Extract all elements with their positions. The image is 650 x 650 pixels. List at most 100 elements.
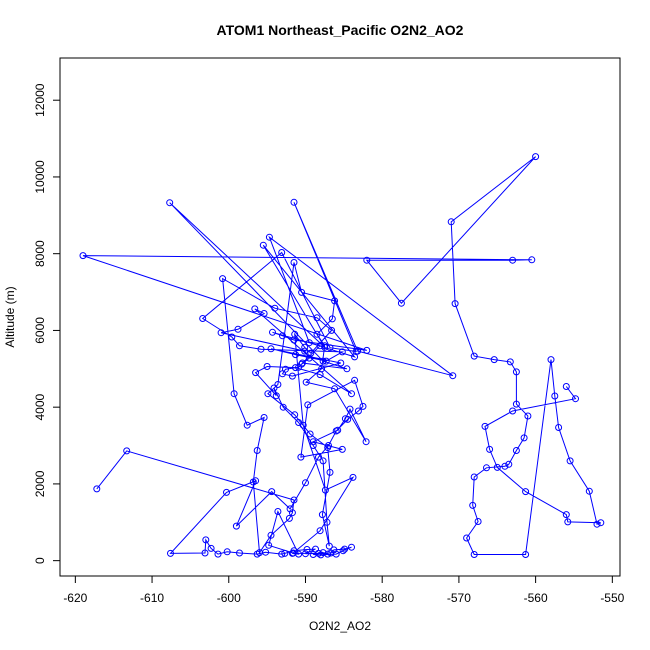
data-point [263, 363, 271, 370]
data-point [301, 343, 309, 351]
data-point [260, 414, 268, 421]
data-point [302, 378, 310, 386]
x-tick-label: -570 [447, 591, 471, 605]
data-point [267, 345, 275, 353]
data-point [315, 453, 322, 461]
data-point [470, 551, 478, 558]
data-point [562, 383, 570, 390]
y-axis: 0 2000 4000 6000 8000 10000 12000 [33, 83, 61, 564]
data-point [572, 395, 579, 403]
data-point [564, 518, 572, 526]
data-point [528, 256, 536, 264]
data-point [295, 419, 303, 426]
data-point [285, 514, 293, 522]
data-point [271, 304, 279, 312]
data-point [166, 199, 174, 207]
data-point [326, 344, 334, 352]
y-axis-label: Altitude (m) [3, 286, 17, 347]
x-tick-label: -550 [600, 591, 624, 605]
data-point [259, 241, 267, 249]
data-point [288, 372, 296, 380]
data-point [292, 364, 299, 372]
data-point [199, 315, 207, 322]
y-tick-label: 0 [33, 557, 47, 564]
data-point [339, 547, 347, 555]
data-point [316, 527, 324, 535]
data-point [260, 310, 268, 317]
data-point [252, 369, 260, 377]
data-point [288, 509, 296, 517]
data-point [512, 447, 520, 454]
data-point [202, 536, 210, 544]
data-point [207, 544, 215, 552]
data-point [321, 486, 329, 494]
data-point [305, 354, 313, 362]
data-point [323, 518, 331, 526]
data-point [490, 356, 498, 364]
data-point [313, 314, 321, 322]
data-point [79, 252, 87, 260]
x-tick-label: -620 [63, 591, 87, 605]
x-tick-label: -560 [524, 591, 548, 605]
data-point [223, 488, 230, 496]
data-point [520, 434, 528, 442]
data-point [566, 457, 574, 465]
data-point [232, 522, 240, 530]
data-point [302, 550, 309, 558]
data-point [319, 457, 327, 465]
data-point [351, 353, 359, 361]
data-point [167, 549, 174, 557]
data-point [306, 430, 314, 438]
data-point [593, 520, 601, 528]
data-point [481, 422, 489, 430]
data-point [324, 550, 332, 558]
data-point [236, 549, 243, 557]
data-point [547, 356, 555, 364]
data-point [281, 549, 289, 557]
data-point [270, 384, 278, 392]
data-point [274, 508, 282, 515]
data-point [469, 501, 477, 509]
data-point [474, 518, 482, 525]
data-point [274, 381, 282, 388]
data-point [316, 371, 324, 379]
data-point [325, 542, 333, 550]
data-point [290, 547, 298, 555]
data-point [269, 328, 276, 336]
data-point [348, 390, 355, 398]
data-point [278, 550, 286, 558]
data-point [234, 325, 242, 333]
y-tick-label: 4000 [33, 394, 47, 421]
y-tick-label: 8000 [33, 240, 47, 267]
data-point [501, 462, 509, 470]
data-point [470, 352, 478, 360]
data-point [522, 488, 530, 496]
data-point [217, 329, 225, 337]
data-point [322, 357, 330, 365]
data-point [505, 460, 513, 468]
x-tick-label: -580 [370, 591, 394, 605]
data-point [93, 485, 101, 493]
data-point [292, 351, 299, 359]
data-point [262, 548, 270, 556]
data-point [338, 348, 346, 356]
data-point [223, 548, 231, 556]
data-point [264, 390, 272, 398]
data-point [562, 511, 570, 519]
data-point [447, 218, 455, 226]
data-point [123, 447, 131, 455]
data-point [585, 487, 593, 495]
data-point [236, 342, 243, 350]
data-point [328, 315, 336, 323]
y-tick-label: 2000 [33, 470, 47, 497]
data-point [331, 385, 339, 393]
data-point [298, 288, 306, 296]
data-point [524, 412, 532, 420]
x-tick-label: -610 [140, 591, 164, 605]
data-point [331, 297, 339, 305]
data-point [307, 349, 315, 357]
data-point [470, 473, 478, 481]
data-point [309, 438, 317, 446]
data-point [230, 390, 238, 398]
